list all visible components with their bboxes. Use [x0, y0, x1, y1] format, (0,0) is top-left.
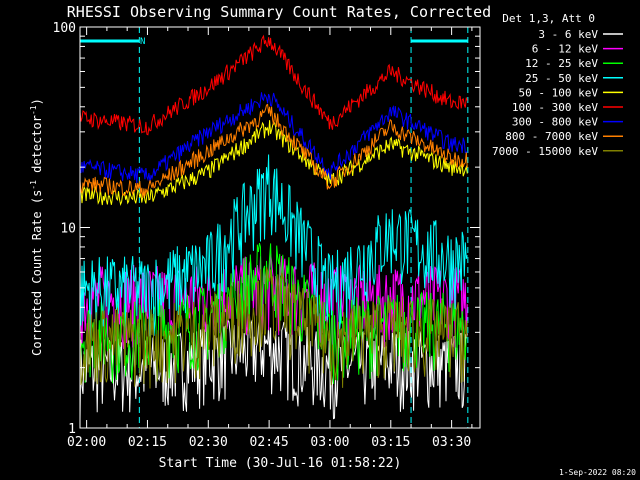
legend-label: 7000 - 15000 keV [492, 145, 598, 158]
x-tick-label: 02:00 [67, 435, 106, 450]
y-axis-label-mid: detector [30, 115, 44, 180]
legend-label: 25 - 50 keV [525, 72, 598, 85]
y-tick-label: 10 [60, 222, 76, 237]
legend-label: 100 - 300 keV [512, 101, 598, 114]
legend-label: 300 - 800 keV [512, 116, 598, 129]
legend-label: 6 - 12 keV [532, 43, 599, 56]
footer-date: 1-Sep-2022 08:20 [559, 468, 636, 477]
axis-ticks [80, 26, 480, 429]
annotation-marker: N [140, 37, 145, 47]
series-line-100-300-kev [80, 34, 468, 136]
series-line-7000-15000-kev [80, 267, 468, 389]
y-axis-label-exp2: -1 [29, 105, 38, 115]
legend-label: 50 - 100 keV [519, 86, 599, 99]
series-line-800-7000-kev [80, 103, 468, 199]
y-axis-label-exp1: -1 [29, 180, 38, 190]
chart-title: RHESSI Observing Summary Count Rates, Co… [67, 3, 491, 21]
legend-label: 800 - 7000 keV [505, 130, 598, 143]
y-tick-labels: 1 10 100 [53, 21, 76, 437]
x-axis-label: Start Time (30-Jul-16 01:58:22) [159, 456, 402, 471]
x-tick-label: 03:15 [371, 435, 410, 450]
y-tick-label: 1 [68, 422, 76, 437]
series-line-25-50-kev [80, 154, 468, 340]
y-axis-label: Corrected Count Rate (s-1 detector-1) [29, 98, 44, 356]
series-line-6-12-kev [80, 253, 468, 349]
x-tick-label: 02:45 [250, 435, 289, 450]
legend-label: 12 - 25 keV [525, 57, 598, 70]
series-line-300-800-kev [80, 92, 468, 184]
x-tick-label: 02:15 [128, 435, 167, 450]
x-tick-label: 03:30 [432, 435, 471, 450]
x-tick-label: 02:30 [189, 435, 228, 450]
series-layer [80, 34, 468, 420]
y-axis-label-main: Corrected Count Rate (s [30, 190, 44, 356]
legend-label: 3 - 6 keV [538, 28, 598, 41]
legend-header: Det 1,3, Att 0 [502, 12, 595, 25]
y-axis-label-end: ) [30, 98, 44, 105]
y-tick-label: 100 [53, 21, 76, 36]
x-tick-label: 03:00 [310, 435, 349, 450]
x-tick-labels: 02:00 02:15 02:30 02:45 03:00 03:15 03:30 [67, 435, 471, 450]
